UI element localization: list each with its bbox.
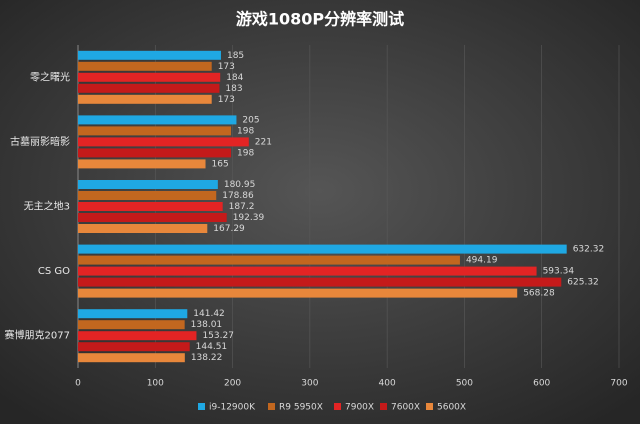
legend-label: R9 5950X [279, 403, 323, 413]
x-tick-label: 500 [456, 379, 473, 389]
bar [78, 72, 221, 82]
legend-label: 5600X [437, 403, 466, 413]
bar [78, 115, 237, 125]
data-label: 180.95 [224, 180, 256, 190]
data-label: 138.22 [191, 353, 223, 363]
data-label: 625.32 [567, 278, 599, 288]
bar [78, 126, 232, 136]
data-label: 198 [237, 148, 254, 158]
x-tick-label: 300 [301, 379, 318, 389]
bar [78, 50, 221, 60]
y-tick-label: 赛博朋克2077 [5, 329, 70, 342]
bar [78, 277, 562, 287]
data-label: 173 [218, 62, 235, 72]
legend-label: 7600X [391, 403, 420, 413]
data-label: 205 [242, 115, 259, 125]
data-label: 185 [227, 51, 244, 61]
bar [78, 244, 567, 254]
bar [78, 309, 188, 319]
data-label: 138.01 [191, 320, 223, 330]
data-label: 184 [226, 73, 243, 83]
bar [78, 83, 220, 93]
data-label: 568.28 [523, 289, 555, 299]
legend-swatch [334, 403, 341, 410]
x-tick-label: 0 [75, 379, 81, 389]
data-label: 141.42 [193, 309, 225, 319]
bar [78, 61, 212, 71]
bar [78, 353, 185, 363]
data-label: 192.39 [233, 213, 265, 223]
bar [78, 288, 518, 298]
x-tick-label: 200 [224, 379, 241, 389]
bar [78, 202, 223, 211]
data-label: 165 [212, 159, 229, 169]
x-tick-label: 100 [147, 379, 164, 389]
bar [78, 148, 232, 158]
y-tick-label: CS GO [38, 266, 70, 277]
data-label: 198 [237, 126, 254, 136]
bar [78, 255, 460, 265]
bar [78, 266, 537, 276]
data-label: 221 [255, 137, 272, 147]
legend-label: i9-12900K [209, 403, 256, 413]
bar [78, 137, 249, 147]
bar [78, 331, 197, 341]
y-tick-label: 古墓丽影暗影 [10, 135, 70, 148]
chart-title: 游戏1080P分辨率测试 [236, 10, 404, 29]
data-label: 632.32 [573, 245, 605, 255]
legend-swatch [380, 403, 387, 410]
legend-swatch [268, 403, 275, 410]
x-tick-label: 600 [533, 379, 550, 389]
bar [78, 94, 212, 104]
legend-label: 7900X [345, 403, 374, 413]
bar [78, 159, 206, 169]
legend-swatch [198, 403, 205, 410]
x-tick-label: 400 [379, 379, 396, 389]
x-tick-label: 700 [610, 379, 627, 389]
bar [78, 180, 218, 189]
data-label: 593.34 [543, 267, 575, 277]
data-label: 183 [225, 84, 242, 94]
bar [78, 224, 208, 233]
y-tick-label: 零之曙光 [30, 70, 70, 83]
bar [78, 320, 185, 330]
bar [78, 213, 227, 222]
bar [78, 191, 217, 200]
data-label: 153.27 [202, 331, 234, 341]
legend-swatch [426, 403, 433, 410]
data-label: 178.86 [222, 191, 254, 201]
y-tick-label: 无主之地3 [24, 200, 70, 213]
data-label: 167.29 [213, 224, 245, 234]
bar [78, 342, 190, 352]
data-label: 144.51 [196, 342, 228, 352]
data-label: 173 [218, 95, 235, 105]
data-label: 187.2 [229, 202, 255, 212]
data-label: 494.19 [466, 256, 498, 266]
